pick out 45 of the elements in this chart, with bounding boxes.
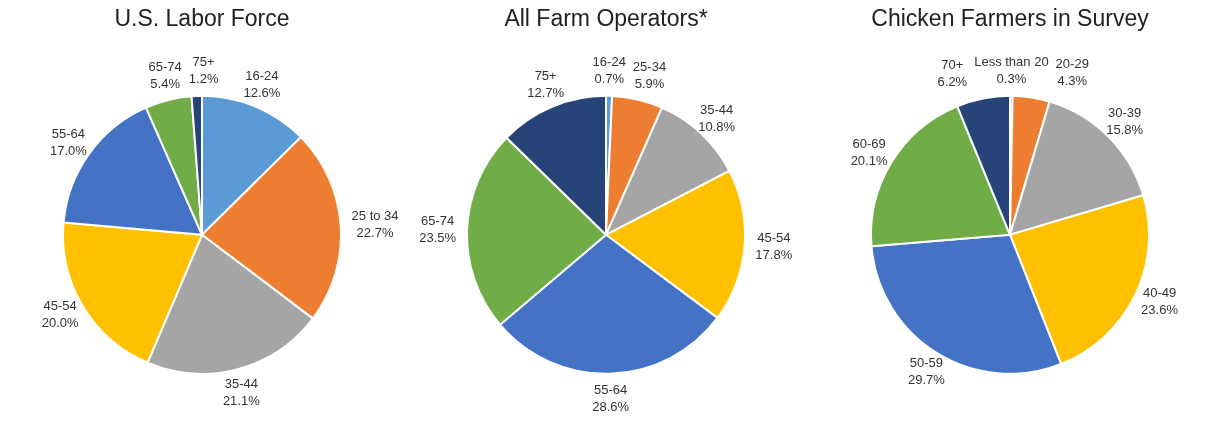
slice-label: 25 to 34 — [351, 208, 399, 224]
data-label: 12.7% — [527, 84, 565, 100]
slice-label: Less than 20 — [974, 53, 1049, 69]
data-label: 29.7% — [908, 371, 946, 387]
data-label: 12.6% — [243, 84, 281, 100]
data-label: 6.2% — [937, 74, 968, 90]
data-label: 21.1% — [222, 392, 261, 408]
data-label: 0.3% — [996, 70, 1027, 86]
data-label: 4.3% — [1057, 73, 1088, 89]
data-label: 23.6% — [1141, 302, 1179, 318]
data-label: 20.0% — [41, 315, 80, 330]
slice-label: 60-69 — [852, 136, 886, 152]
slice-label: 55-64 — [594, 381, 628, 397]
slice-label: 75+ — [192, 54, 215, 70]
slice-label: 45-54 — [757, 229, 791, 245]
slice-label: 25-34 — [632, 58, 667, 74]
slice-label: 30-39 — [1108, 105, 1142, 121]
data-label: 0.7% — [594, 70, 625, 86]
slice-label: 75+ — [534, 67, 557, 83]
data-label: 23.5% — [419, 229, 457, 245]
slice-label: 20-29 — [1055, 56, 1089, 72]
slice-label: 35-44 — [224, 375, 258, 391]
slice-label: 50-59 — [909, 354, 944, 370]
data-label: 5.9% — [634, 75, 665, 91]
chart-title: U.S. Labor Force — [114, 5, 290, 32]
slice-label: 70+ — [941, 57, 964, 73]
slice-label: 16-24 — [245, 67, 279, 83]
data-label: 28.6% — [592, 398, 630, 414]
slice-label: 16-24 — [592, 53, 626, 69]
slice-label: 35-44 — [700, 101, 734, 117]
data-label: 5.4% — [150, 76, 181, 92]
data-label: 1.2% — [188, 71, 219, 87]
chart-title: Chicken Farmers in Survey — [871, 5, 1150, 32]
slice-label: 40-49 — [1142, 285, 1177, 301]
chart-title: All Farm Operators* — [504, 5, 708, 32]
data-label: 15.8% — [1106, 122, 1144, 138]
data-label: 17.0% — [49, 143, 88, 159]
data-label: 10.8% — [698, 118, 736, 134]
slice-label: 65-74 — [148, 59, 182, 75]
slice-label: 65-74 — [421, 212, 455, 228]
data-label: 20.1% — [850, 153, 888, 169]
slice-label: 45-54 — [43, 298, 77, 313]
data-label: 22.7% — [356, 225, 394, 241]
data-label: 17.8% — [755, 246, 793, 262]
slice-label: 55-64 — [51, 126, 85, 142]
